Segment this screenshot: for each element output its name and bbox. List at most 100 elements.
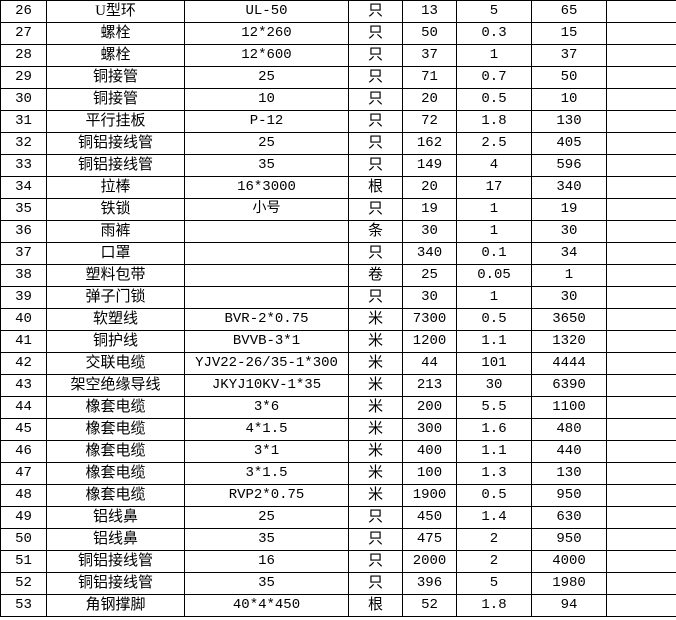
unit-cell[interactable]: 米 [348, 396, 403, 419]
unit-cell[interactable]: 只 [348, 132, 403, 155]
unit-price-cell[interactable]: 1 [456, 220, 532, 243]
empty-cell[interactable] [606, 396, 676, 419]
row-number-cell[interactable]: 26 [0, 0, 47, 23]
item-name-cell[interactable]: 橡套电缆 [46, 462, 185, 485]
unit-cell[interactable]: 米 [348, 462, 403, 485]
quantity-cell[interactable]: 30 [402, 220, 457, 243]
total-cell[interactable]: 94 [531, 594, 607, 617]
total-cell[interactable]: 440 [531, 440, 607, 463]
empty-cell[interactable] [606, 264, 676, 287]
total-cell[interactable]: 30 [531, 220, 607, 243]
unit-price-cell[interactable]: 4 [456, 154, 532, 177]
unit-price-cell[interactable]: 101 [456, 352, 532, 375]
item-name-cell[interactable]: 拉棒 [46, 176, 185, 199]
row-number-cell[interactable]: 40 [0, 308, 47, 331]
spec-cell[interactable]: JKYJ10KV-1*35 [184, 374, 349, 397]
quantity-cell[interactable]: 72 [402, 110, 457, 133]
item-name-cell[interactable]: 橡套电缆 [46, 440, 185, 463]
unit-cell[interactable]: 只 [348, 242, 403, 265]
total-cell[interactable]: 340 [531, 176, 607, 199]
empty-cell[interactable] [606, 506, 676, 529]
row-number-cell[interactable]: 39 [0, 286, 47, 309]
total-cell[interactable]: 405 [531, 132, 607, 155]
spec-cell[interactable]: 12*260 [184, 22, 349, 45]
unit-price-cell[interactable]: 5.5 [456, 396, 532, 419]
total-cell[interactable]: 34 [531, 242, 607, 265]
unit-price-cell[interactable]: 2 [456, 528, 532, 551]
unit-price-cell[interactable]: 1.3 [456, 462, 532, 485]
item-name-cell[interactable]: 架空绝缘导线 [46, 374, 185, 397]
empty-cell[interactable] [606, 374, 676, 397]
unit-cell[interactable]: 只 [348, 88, 403, 111]
quantity-cell[interactable]: 1900 [402, 484, 457, 507]
empty-cell[interactable] [606, 0, 676, 23]
total-cell[interactable]: 65 [531, 0, 607, 23]
total-cell[interactable]: 1980 [531, 572, 607, 595]
total-cell[interactable]: 37 [531, 44, 607, 67]
row-number-cell[interactable]: 46 [0, 440, 47, 463]
row-number-cell[interactable]: 31 [0, 110, 47, 133]
item-name-cell[interactable]: 交联电缆 [46, 352, 185, 375]
quantity-cell[interactable]: 1200 [402, 330, 457, 353]
spec-cell[interactable]: 35 [184, 572, 349, 595]
empty-cell[interactable] [606, 440, 676, 463]
item-name-cell[interactable]: 雨裤 [46, 220, 185, 243]
quantity-cell[interactable]: 71 [402, 66, 457, 89]
quantity-cell[interactable]: 19 [402, 198, 457, 221]
unit-price-cell[interactable]: 2 [456, 550, 532, 573]
unit-cell[interactable]: 只 [348, 66, 403, 89]
total-cell[interactable]: 10 [531, 88, 607, 111]
spec-cell[interactable]: BVVB-3*1 [184, 330, 349, 353]
row-number-cell[interactable]: 28 [0, 44, 47, 67]
empty-cell[interactable] [606, 308, 676, 331]
quantity-cell[interactable]: 2000 [402, 550, 457, 573]
spec-cell[interactable]: BVR-2*0.75 [184, 308, 349, 331]
quantity-cell[interactable]: 200 [402, 396, 457, 419]
unit-cell[interactable]: 只 [348, 550, 403, 573]
unit-price-cell[interactable]: 17 [456, 176, 532, 199]
empty-cell[interactable] [606, 198, 676, 221]
unit-cell[interactable]: 根 [348, 594, 403, 617]
unit-cell[interactable]: 只 [348, 572, 403, 595]
quantity-cell[interactable]: 162 [402, 132, 457, 155]
unit-cell[interactable]: 米 [348, 330, 403, 353]
empty-cell[interactable] [606, 572, 676, 595]
quantity-cell[interactable]: 475 [402, 528, 457, 551]
spec-cell[interactable]: 25 [184, 66, 349, 89]
spec-cell[interactable]: 40*4*450 [184, 594, 349, 617]
unit-price-cell[interactable]: 0.05 [456, 264, 532, 287]
item-name-cell[interactable]: 铜铝接线管 [46, 154, 185, 177]
spec-cell[interactable] [184, 242, 349, 265]
unit-price-cell[interactable]: 0.5 [456, 88, 532, 111]
unit-price-cell[interactable]: 1.8 [456, 110, 532, 133]
row-number-cell[interactable]: 47 [0, 462, 47, 485]
spec-cell[interactable] [184, 286, 349, 309]
spec-cell[interactable]: 35 [184, 154, 349, 177]
row-number-cell[interactable]: 50 [0, 528, 47, 551]
row-number-cell[interactable]: 49 [0, 506, 47, 529]
unit-price-cell[interactable]: 0.3 [456, 22, 532, 45]
spec-cell[interactable]: 小号 [184, 198, 349, 221]
item-name-cell[interactable]: 平行挂板 [46, 110, 185, 133]
unit-cell[interactable]: 米 [348, 352, 403, 375]
total-cell[interactable]: 1100 [531, 396, 607, 419]
quantity-cell[interactable]: 450 [402, 506, 457, 529]
unit-price-cell[interactable]: 1.1 [456, 330, 532, 353]
unit-price-cell[interactable]: 2.5 [456, 132, 532, 155]
quantity-cell[interactable]: 30 [402, 286, 457, 309]
spec-cell[interactable] [184, 220, 349, 243]
quantity-cell[interactable]: 13 [402, 0, 457, 23]
row-number-cell[interactable]: 38 [0, 264, 47, 287]
empty-cell[interactable] [606, 286, 676, 309]
empty-cell[interactable] [606, 44, 676, 67]
item-name-cell[interactable]: 铜铝接线管 [46, 132, 185, 155]
quantity-cell[interactable]: 44 [402, 352, 457, 375]
empty-cell[interactable] [606, 176, 676, 199]
empty-cell[interactable] [606, 220, 676, 243]
empty-cell[interactable] [606, 528, 676, 551]
row-number-cell[interactable]: 52 [0, 572, 47, 595]
unit-cell[interactable]: 只 [348, 506, 403, 529]
item-name-cell[interactable]: 橡套电缆 [46, 418, 185, 441]
unit-price-cell[interactable]: 1.6 [456, 418, 532, 441]
spec-cell[interactable]: 12*600 [184, 44, 349, 67]
